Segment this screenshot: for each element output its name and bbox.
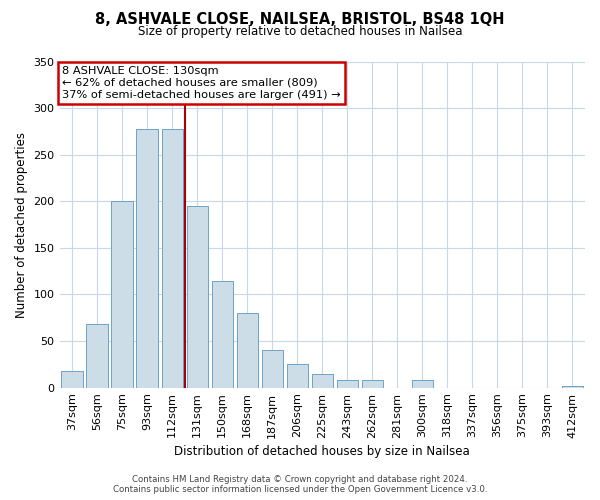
Bar [287,364,308,388]
Bar [362,380,383,388]
Bar [61,371,83,388]
Bar [311,374,333,388]
X-axis label: Distribution of detached houses by size in Nailsea: Distribution of detached houses by size … [175,444,470,458]
Bar [161,128,183,388]
Bar [212,280,233,388]
Text: 8, ASHVALE CLOSE, NAILSEA, BRISTOL, BS48 1QH: 8, ASHVALE CLOSE, NAILSEA, BRISTOL, BS48… [95,12,505,28]
Bar [187,206,208,388]
Bar [236,313,258,388]
Bar [86,324,108,388]
Y-axis label: Number of detached properties: Number of detached properties [15,132,28,318]
Bar [337,380,358,388]
Text: 8 ASHVALE CLOSE: 130sqm
← 62% of detached houses are smaller (809)
37% of semi-d: 8 ASHVALE CLOSE: 130sqm ← 62% of detache… [62,66,341,100]
Bar [562,386,583,388]
Text: Size of property relative to detached houses in Nailsea: Size of property relative to detached ho… [138,25,462,38]
Bar [136,128,158,388]
Bar [262,350,283,388]
Text: Contains HM Land Registry data © Crown copyright and database right 2024.
Contai: Contains HM Land Registry data © Crown c… [113,474,487,494]
Bar [112,202,133,388]
Bar [412,380,433,388]
